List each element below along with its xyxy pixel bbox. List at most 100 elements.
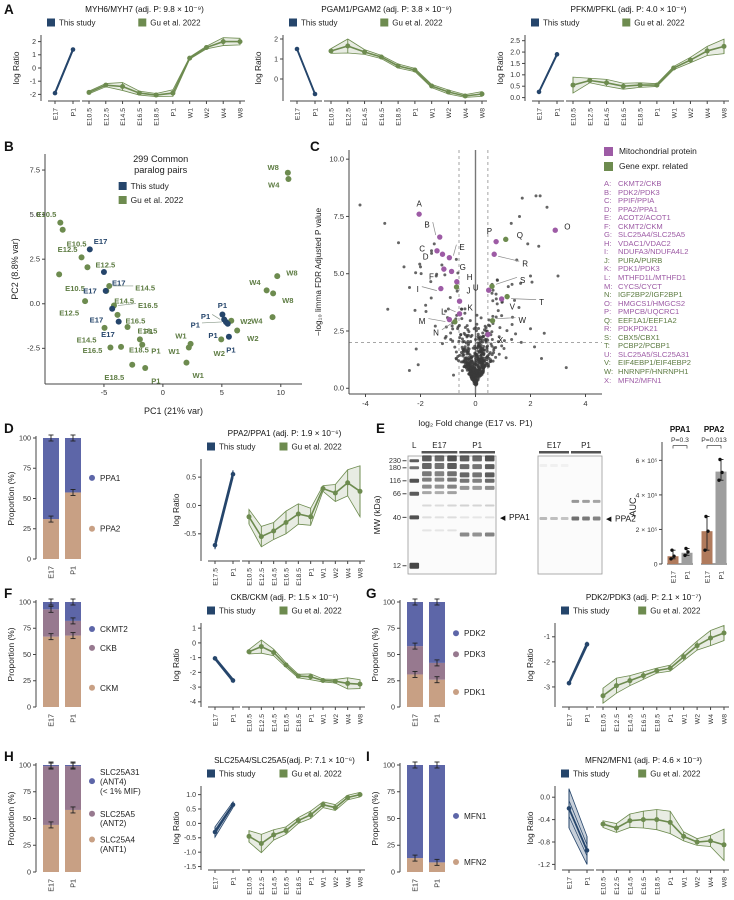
svg-text:7.5: 7.5 bbox=[334, 212, 344, 221]
svg-text:1: 1 bbox=[192, 626, 196, 633]
svg-text:P1: P1 bbox=[231, 877, 238, 886]
panel-label-i: I bbox=[366, 749, 370, 764]
svg-text:MFN2/MFN1 (adj. P: 4.6 × 10⁻³): MFN2/MFN1 (adj. P: 4.6 × 10⁻³) bbox=[585, 756, 702, 765]
svg-text:W8: W8 bbox=[722, 108, 729, 118]
ppa2-ppa1-ratio-chart: PPA2/PPA1 (adj. P: 1.9 × 10⁻⁶) This study… bbox=[171, 429, 365, 586]
svg-text:W2: W2 bbox=[247, 334, 258, 343]
svg-text:E17: E17 bbox=[53, 108, 60, 120]
svg-text:PPA2: PPA2 bbox=[615, 513, 636, 523]
svg-text:E12.5: E12.5 bbox=[103, 108, 110, 126]
svg-text:paralog pairs: paralog pairs bbox=[134, 165, 188, 175]
svg-text:W4: W4 bbox=[251, 317, 263, 326]
svg-text:W4: W4 bbox=[463, 108, 470, 118]
svg-text:E18.5: E18.5 bbox=[654, 877, 661, 895]
gene-pair-row: U: SLC25A5/SLC25A31 bbox=[604, 349, 690, 359]
svg-text:log Ratio: log Ratio bbox=[171, 648, 181, 681]
svg-text:log Ratio: log Ratio bbox=[171, 493, 181, 526]
svg-text:E18.5: E18.5 bbox=[638, 108, 645, 126]
svg-text:0: 0 bbox=[32, 65, 36, 72]
svg-text:75: 75 bbox=[23, 787, 31, 796]
svg-text:PFKM/PFKL (adj. P: 4.0 × 10⁻⁸): PFKM/PFKL (adj. P: 4.0 × 10⁻⁸) bbox=[571, 5, 687, 14]
svg-text:0: 0 bbox=[161, 388, 165, 397]
svg-text:Gu et al. 2022: Gu et al. 2022 bbox=[131, 195, 184, 205]
svg-text:-1: -1 bbox=[544, 634, 550, 641]
svg-text:5.0: 5.0 bbox=[30, 210, 40, 219]
gene-pair-row: A: CKMT2/CKB bbox=[604, 179, 662, 188]
svg-text:AUC: AUC bbox=[628, 497, 638, 517]
svg-text:PPA1: PPA1 bbox=[670, 425, 691, 434]
svg-text:E10.5: E10.5 bbox=[601, 714, 608, 732]
svg-text:0: 0 bbox=[27, 867, 31, 876]
gene-pair-row: E: ACOT2/ACOT1 bbox=[604, 213, 671, 223]
svg-text:100: 100 bbox=[19, 597, 31, 606]
gene-pair-row: W: HNRNPF/HNRNPH1 bbox=[604, 367, 689, 377]
svg-text:E12.5: E12.5 bbox=[259, 714, 266, 732]
svg-text:P1: P1 bbox=[412, 108, 419, 117]
svg-text:Gu et al. 2022: Gu et al. 2022 bbox=[392, 19, 443, 28]
svg-text:E16.5: E16.5 bbox=[641, 714, 648, 732]
svg-text:E18.5: E18.5 bbox=[296, 877, 303, 895]
svg-text:2.5: 2.5 bbox=[510, 38, 520, 45]
svg-text:-0.8: -0.8 bbox=[538, 839, 550, 846]
svg-text:W1: W1 bbox=[321, 714, 328, 724]
svg-text:50: 50 bbox=[387, 814, 395, 823]
svg-text:E12.5: E12.5 bbox=[587, 108, 594, 126]
svg-text:75: 75 bbox=[387, 624, 395, 633]
panel-label-c: C bbox=[310, 139, 320, 154]
svg-text:W8: W8 bbox=[267, 163, 278, 172]
svg-text:E16.5: E16.5 bbox=[83, 346, 104, 355]
svg-text:100: 100 bbox=[19, 433, 31, 442]
svg-text:E12.5: E12.5 bbox=[59, 309, 80, 318]
svg-text:CKMT2: CKMT2 bbox=[100, 625, 128, 634]
gene-pair-row: X: MFN2/MFN1 bbox=[604, 375, 662, 385]
svg-text:E12.5: E12.5 bbox=[614, 714, 621, 732]
svg-text:4: 4 bbox=[583, 399, 587, 408]
svg-text:W: W bbox=[519, 316, 527, 325]
svg-text:E14.5: E14.5 bbox=[627, 714, 634, 732]
svg-text:O: O bbox=[564, 223, 570, 232]
gene-pair-row: F: CKMT2/CKM bbox=[604, 221, 663, 231]
svg-text:E10.5: E10.5 bbox=[571, 108, 578, 126]
gene-pair-row: J: PURA/PURB bbox=[604, 255, 663, 265]
svg-text:P1: P1 bbox=[308, 877, 315, 886]
gene-pair-row: K: PDK1/PDK3 bbox=[604, 264, 660, 274]
svg-text:E18.5: E18.5 bbox=[129, 345, 150, 354]
svg-text:E10.5: E10.5 bbox=[247, 877, 254, 895]
svg-text:E10.5: E10.5 bbox=[36, 210, 57, 219]
svg-text:E16.5: E16.5 bbox=[641, 877, 648, 895]
svg-text:W8: W8 bbox=[358, 714, 365, 724]
svg-text:0.0: 0.0 bbox=[186, 503, 196, 510]
svg-text:(ANT1): (ANT1) bbox=[100, 845, 127, 854]
svg-text:2.0: 2.0 bbox=[510, 49, 520, 56]
svg-text:50: 50 bbox=[23, 650, 31, 659]
svg-text:PC2 (8.8% var): PC2 (8.8% var) bbox=[10, 238, 20, 300]
svg-text:B: B bbox=[424, 221, 429, 230]
panel-label-g: G bbox=[366, 586, 377, 601]
svg-text:P1: P1 bbox=[585, 877, 592, 886]
svg-text:E14.5: E14.5 bbox=[77, 335, 98, 344]
svg-text:40: 40 bbox=[393, 513, 401, 522]
volcano-legend-label: Mitochondrial protein bbox=[619, 146, 697, 156]
gene-pair-row: R: PDKPDK21 bbox=[604, 324, 658, 334]
svg-text:P1: P1 bbox=[433, 879, 442, 888]
svg-text:W2: W2 bbox=[695, 877, 702, 887]
svg-text:W4: W4 bbox=[708, 877, 715, 887]
mfn2-mfn1-ratio-chart: MFN2/MFN1 (adj. P: 4.6 × 10⁻³) This study… bbox=[525, 756, 729, 895]
svg-text:-4: -4 bbox=[362, 399, 369, 408]
volcano-legend: Mitochondrial protein Gene expr. related bbox=[604, 146, 734, 171]
svg-text:P1: P1 bbox=[668, 714, 675, 723]
svg-text:W2: W2 bbox=[446, 108, 453, 118]
svg-text:2: 2 bbox=[274, 36, 278, 43]
svg-text:E17: E17 bbox=[671, 571, 678, 583]
ckb-ckm-ratio-chart: CKB/CKM (adj. P: 1.5 × 10⁻⁵) This study Gu… bbox=[171, 593, 365, 732]
svg-text:PDK2: PDK2 bbox=[464, 629, 486, 638]
svg-text:E17: E17 bbox=[411, 879, 420, 892]
gene-pair-row: S: CBX5/CBX1 bbox=[604, 332, 660, 342]
svg-text:E17: E17 bbox=[94, 237, 108, 246]
svg-text:(ANT2): (ANT2) bbox=[100, 819, 127, 828]
svg-text:CKB: CKB bbox=[100, 644, 117, 653]
svg-text:-0.5: -0.5 bbox=[184, 835, 196, 842]
svg-text:W4: W4 bbox=[345, 877, 352, 887]
svg-text:W8: W8 bbox=[358, 568, 365, 578]
svg-text:P1: P1 bbox=[585, 714, 592, 723]
